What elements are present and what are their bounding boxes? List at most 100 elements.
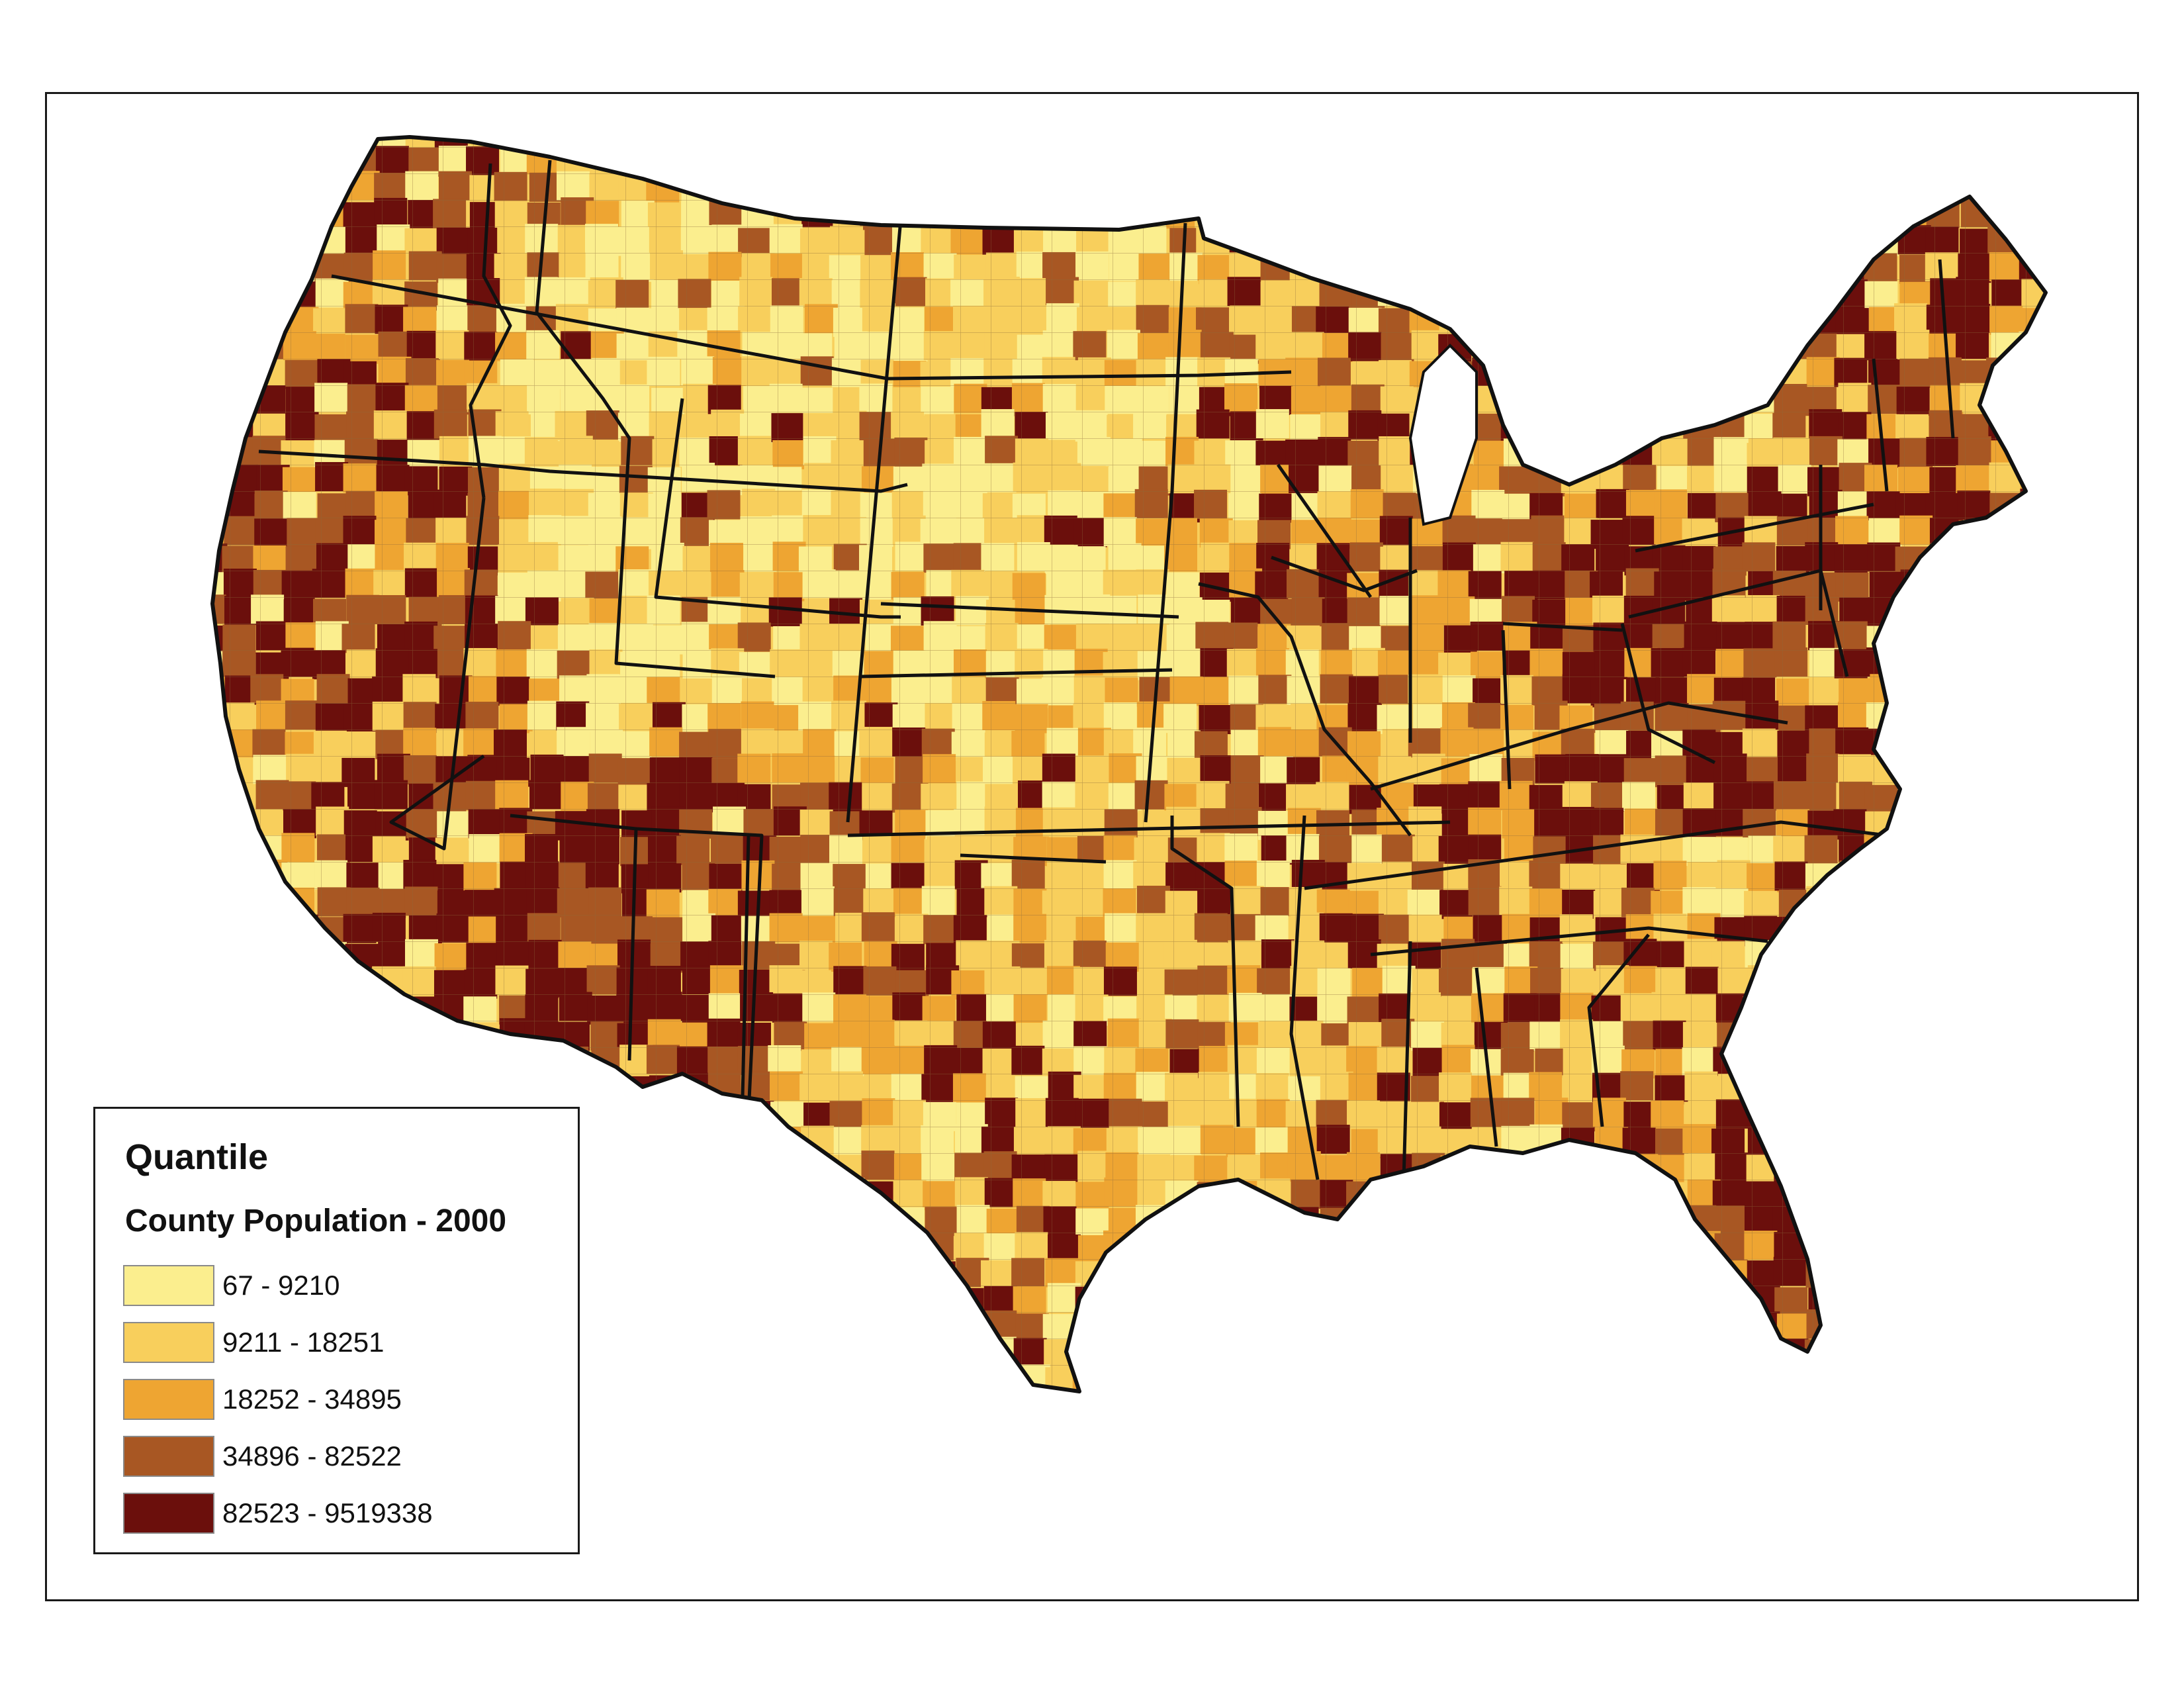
county-cell [648,1259,682,1289]
county-cell [1833,1258,1867,1288]
county-cell [1195,1339,1229,1369]
county-cell [1014,144,1048,174]
county-cell [1961,859,1995,889]
county-cell [711,1288,745,1317]
county-cell [737,1234,771,1264]
county-cell [1134,1393,1167,1422]
county-cell [1624,1259,1658,1289]
county-cell [2016,1390,2046,1391]
county-cell [615,1287,649,1317]
county-cell [315,970,349,1000]
county-cell [1498,1393,1531,1422]
county-cell [1895,1261,1929,1291]
county-cell [586,137,620,150]
county-cell [1255,1283,1289,1313]
county-cell [2052,834,2085,863]
county-cell [591,1100,625,1129]
county-cell [925,148,959,178]
county-cell [283,146,317,176]
county-cell [222,227,255,257]
county-cell [1651,1287,1684,1317]
legend-swatch [123,1436,214,1477]
county-cell [738,1180,772,1209]
county-cell [2052,1234,2085,1263]
county-cell [1621,332,1655,361]
county-cell [2019,861,2046,890]
county-cell [1866,940,1899,970]
county-cell [212,942,227,972]
county-cell [1501,137,1535,151]
county-cell [1835,1283,1868,1313]
county-cell [1868,1230,1901,1260]
county-cell [1927,1019,1960,1049]
us-outline [210,135,2048,1393]
county-cell [1107,1364,1141,1391]
county-cell [1321,1311,1355,1341]
county-cell [648,1340,682,1370]
county-cell [981,1416,1015,1445]
county-cell [220,1075,253,1105]
county-cell [212,254,225,283]
county-cell [220,1045,253,1075]
county-cell [1103,1311,1137,1340]
county-cell [212,147,228,177]
county-cell [1742,172,1776,202]
county-cell [1991,1339,2025,1369]
county-cell [1837,201,1870,230]
county-cell [1444,1392,1477,1421]
county-cell [1502,1366,1536,1391]
county-cell [1442,173,1476,203]
county-cell [1714,279,1748,308]
county-cell [1898,863,1932,892]
county-cell [1925,889,1959,919]
county-cell [1437,137,1471,149]
county-cell [1382,137,1416,152]
county-cell [1805,1231,1839,1261]
county-cell [1288,1421,1321,1450]
county-cell [250,171,284,201]
county-cell [619,1203,653,1233]
county-cell [212,437,229,467]
county-cell [254,915,288,945]
county-cell [1412,148,1445,177]
county-cell [1440,1155,1474,1185]
county-cell [1804,199,1838,229]
county-cell [1288,1390,1322,1391]
county-cell [1378,1208,1412,1238]
county-cell [282,1019,316,1049]
county-cell [1351,199,1385,228]
county-cell [212,464,223,494]
county-cell [804,1230,838,1260]
county-cell [1529,438,1563,468]
county-cell [1594,1151,1628,1181]
legend-swatch [123,1493,214,1534]
county-cell [1772,941,1806,971]
county-cell [1438,1260,1472,1289]
county-cell [861,1286,895,1315]
county-cell [1621,384,1655,414]
county-cell [1717,1338,1751,1368]
county-cell [1899,596,1933,626]
county-cell [1961,1045,1995,1075]
county-cell [1867,1018,1901,1048]
county-cell [1991,174,2025,204]
county-cell [312,173,346,203]
county-cell [1407,281,1441,310]
county-cell [1864,144,1897,174]
county-cell [1806,1420,1839,1449]
county-cell [2020,516,2046,546]
county-cell [1291,199,1324,228]
county-cell [924,137,958,151]
county-cell [1257,1310,1291,1340]
county-cell [1807,1102,1841,1132]
county-cell [956,1363,989,1391]
county-cell [1409,173,1443,203]
county-cell [1195,1367,1229,1391]
county-cell [1927,1074,1960,1104]
county-cell [893,1313,927,1342]
county-cell [586,1074,620,1103]
county-cell [1412,200,1445,230]
county-cell [1991,621,2025,651]
county-cell [1985,1311,2019,1340]
legend-swatch [123,1265,214,1306]
